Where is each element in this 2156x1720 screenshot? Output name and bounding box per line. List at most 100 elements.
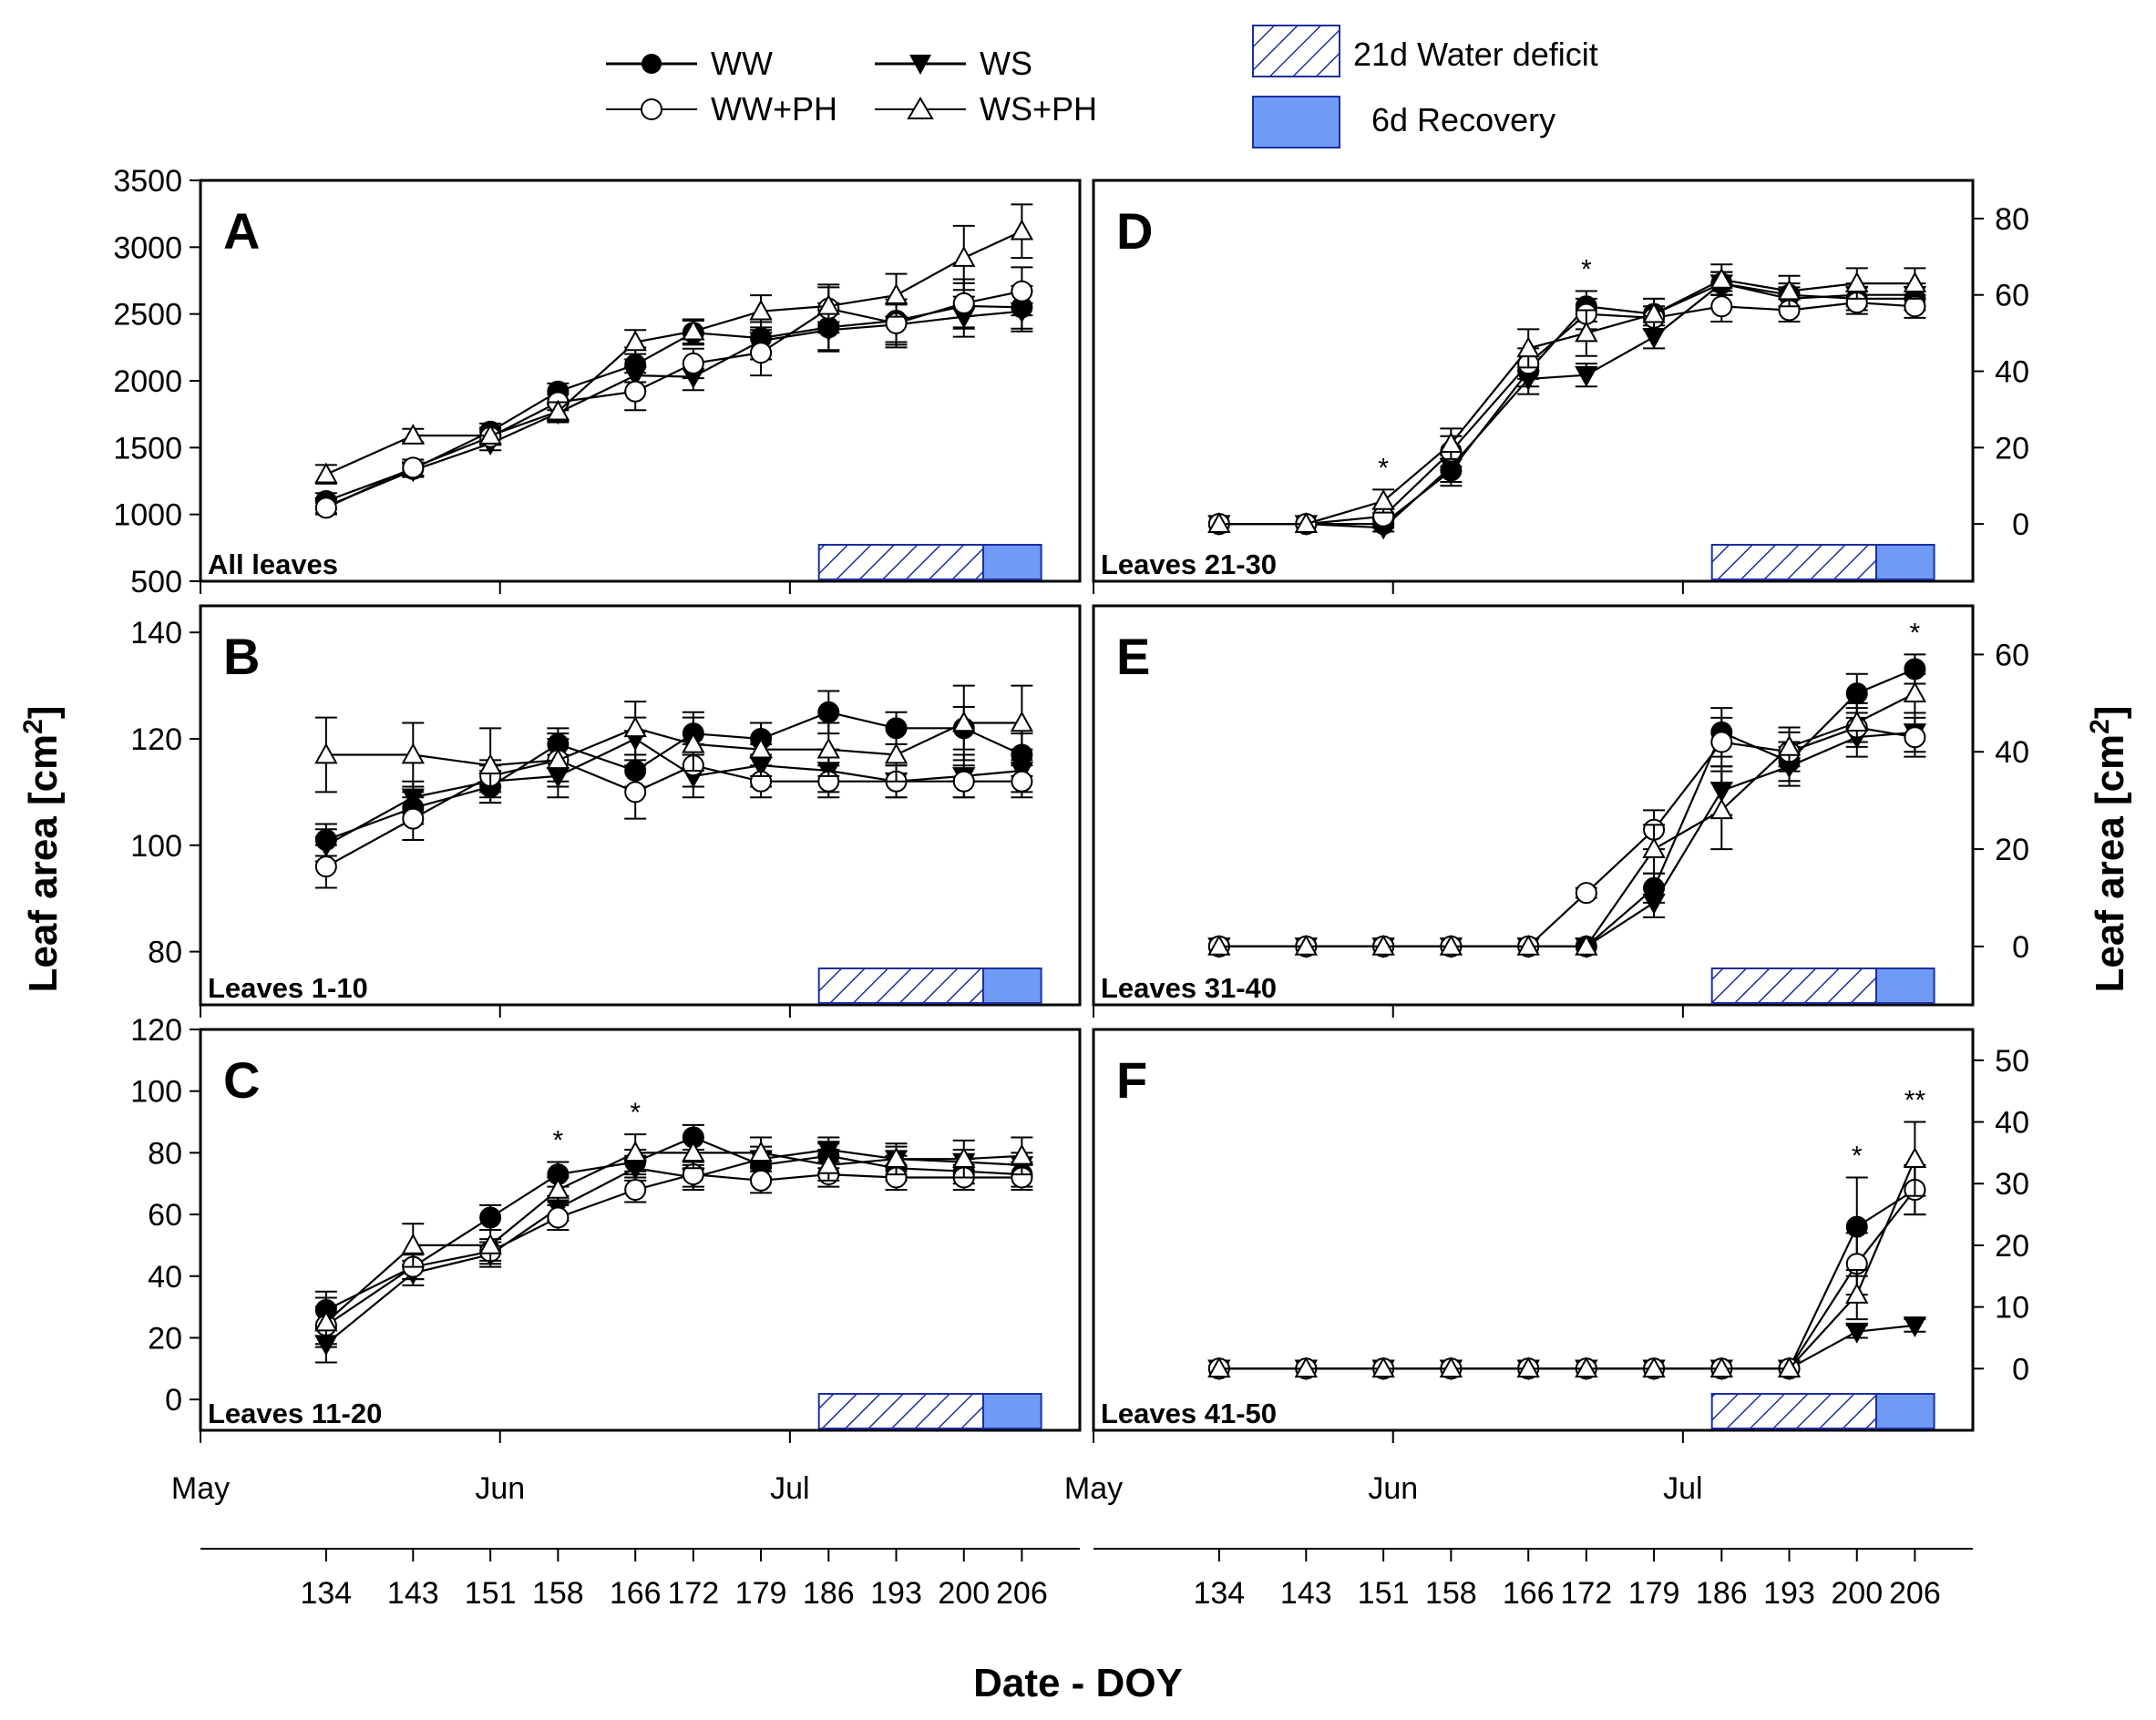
y-tick-label: 80 [1995, 202, 2029, 237]
data-point [546, 748, 570, 770]
y-tick-label: 30 [1995, 1167, 2029, 1202]
data-point [314, 497, 337, 519]
data-point [952, 770, 975, 793]
doy-tick-label: 206 [996, 1576, 1048, 1611]
data-point [750, 342, 773, 364]
series-line [1218, 1324, 1915, 1370]
y-tick-label: 100 [130, 829, 182, 864]
legend-item-deficit: 21d Water deficit [1252, 25, 1598, 77]
panel-subtitle: Leaves 11-20 [208, 1398, 382, 1429]
y-tick-label: 20 [1995, 833, 2029, 867]
doy-tick-label: 158 [532, 1576, 584, 1611]
data-point [682, 352, 704, 374]
data-point [1294, 512, 1318, 533]
data-point [1575, 882, 1597, 905]
data-point [624, 380, 647, 403]
series-ws [1207, 712, 1927, 958]
data-point [1516, 934, 1540, 956]
panel-letter: B [223, 628, 260, 685]
doy-tick-label: 172 [667, 1576, 719, 1611]
y-tick-label: 1500 [113, 431, 182, 466]
data-point [884, 1147, 909, 1168]
legend-label-recovery: 6d Recovery [1371, 101, 1555, 138]
month-label: May [171, 1471, 230, 1506]
y-tick-label: 120 [130, 1013, 182, 1048]
y-tick-label: 2500 [113, 298, 182, 333]
data-point [478, 424, 502, 445]
data-point [1642, 894, 1666, 915]
legend: WW WW+PH WS WS+PH 21d Water deficit 6d R… [606, 25, 1598, 148]
y-tick-label: 80 [148, 936, 182, 970]
data-point [816, 1152, 840, 1174]
data-point [314, 855, 337, 878]
legend-marker-ww [642, 54, 662, 74]
data-point [401, 1233, 425, 1254]
significance-marker: * [1910, 618, 1921, 648]
panel-subtitle: Leaves 31-40 [1101, 972, 1277, 1004]
data-point [546, 1177, 570, 1199]
series-ws-ph [314, 203, 1034, 485]
panel-frame [199, 1028, 1082, 1432]
y-tick-label: 40 [1995, 1106, 2029, 1141]
data-point [1845, 271, 1869, 292]
data-point [1439, 1357, 1463, 1378]
panel-e: 0 20 40 60 E Leaves 31-40 * [1092, 604, 2029, 1018]
y-tick-label: 0 [2012, 507, 2029, 542]
panel-frame [1092, 604, 1975, 1007]
y-tick-label: 500 [130, 565, 182, 599]
data-point [401, 424, 425, 445]
data-point [816, 737, 840, 759]
data-point [1777, 734, 1802, 756]
y-tick-label: 20 [1995, 431, 2029, 466]
legend-label-ws-ph: WS+PH [980, 90, 1097, 128]
y-tick-label: 0 [2012, 1352, 2029, 1387]
data-point [1294, 1357, 1318, 1378]
data-point [1575, 1357, 1598, 1378]
series-line [325, 759, 1022, 868]
y-axis-label-left: Leaf area [cm2] [18, 705, 66, 992]
panel-subtitle: Leaves 21-30 [1101, 548, 1277, 580]
data-point [1903, 1147, 1927, 1168]
data-point [478, 753, 502, 774]
recovery-bar [1874, 544, 1935, 580]
legend-item-ws-ph: WS+PH [875, 90, 1097, 128]
series-line [325, 230, 1022, 476]
data-point [402, 807, 425, 830]
doy-tick-label: 143 [1280, 1576, 1332, 1611]
month-label: May [1064, 1471, 1123, 1506]
doy-tick-label: 200 [938, 1576, 990, 1611]
water-deficit-bar [817, 968, 984, 1004]
data-point [1575, 321, 1598, 343]
data-point [749, 1141, 773, 1162]
series-ww-ph [1207, 1163, 1926, 1380]
significance-marker: ** [1904, 1086, 1926, 1116]
month-label: Jul [770, 1471, 809, 1506]
doy-tick-label: 200 [1831, 1576, 1883, 1611]
data-point [952, 292, 975, 314]
data-point [1642, 1357, 1666, 1378]
doy-tick-label: 193 [870, 1576, 922, 1611]
doy-tick-label: 166 [610, 1576, 662, 1611]
y-tick-label: 40 [1995, 735, 2029, 770]
series-ws-ph [314, 684, 1034, 804]
legend-item-ww: WW [606, 45, 773, 82]
data-point [1903, 1316, 1927, 1337]
series-ws-ph [1207, 263, 1927, 533]
data-point [623, 1141, 647, 1162]
y-tick-label: 2000 [113, 364, 182, 399]
doy-tick-label: 134 [1193, 1576, 1245, 1611]
data-point [817, 701, 840, 723]
y-tick-label: 0 [2012, 930, 2029, 965]
data-point [682, 319, 705, 341]
data-point [478, 1233, 502, 1254]
panel-frame [1092, 1028, 1975, 1432]
data-point [1011, 770, 1033, 793]
y-tick-label: 1000 [113, 498, 182, 533]
legend-marker-ws [909, 55, 931, 75]
doy-tick-label: 158 [1425, 1576, 1477, 1611]
data-point [749, 737, 773, 759]
y-axis-label-right: Leaf area [cm2] [2085, 705, 2132, 992]
